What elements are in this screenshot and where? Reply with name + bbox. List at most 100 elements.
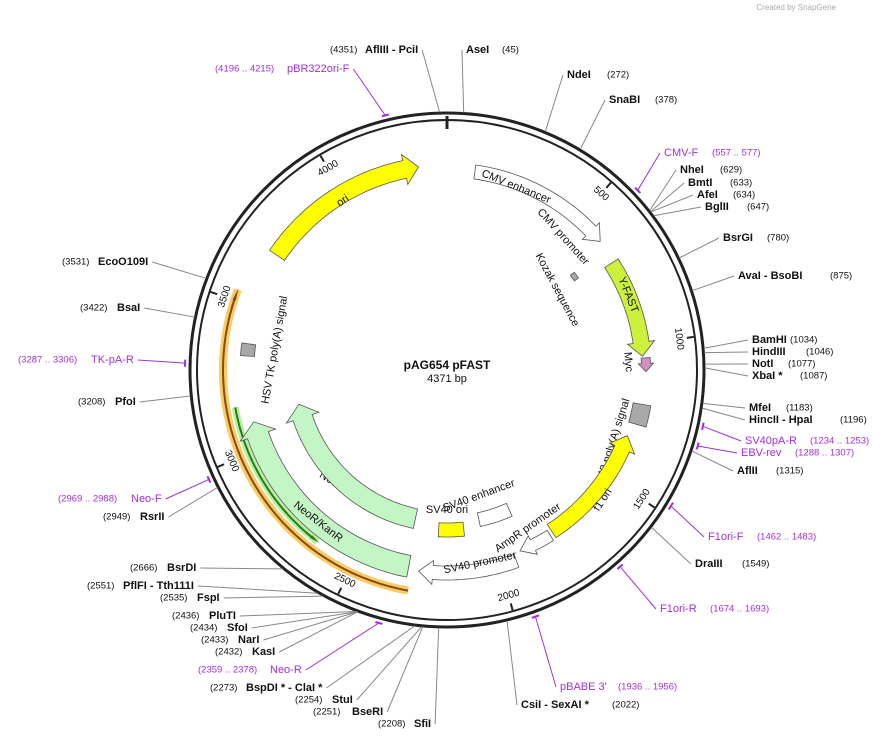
primer-position: (1936 .. 1956) bbox=[618, 682, 677, 693]
enzyme-leader bbox=[651, 526, 692, 565]
enzyme-leader bbox=[239, 610, 357, 617]
enzyme-leader bbox=[702, 402, 746, 409]
enzyme-position: (1196) bbox=[840, 415, 867, 426]
enzyme-name: SfiI bbox=[414, 718, 431, 730]
enzyme-position: (2436) bbox=[172, 611, 199, 622]
enzyme-name: EcoO109I bbox=[98, 256, 148, 268]
enzyme-leader bbox=[279, 611, 358, 653]
enzyme-name: CsiI - SexAI * bbox=[521, 699, 590, 711]
feature-shape bbox=[546, 435, 636, 539]
feature-shape bbox=[519, 529, 555, 555]
primer-leader bbox=[534, 616, 557, 688]
enzyme-leader bbox=[692, 275, 735, 292]
ruler-tick bbox=[686, 335, 694, 339]
ruler-tick bbox=[337, 587, 343, 595]
enzyme-position: (2551) bbox=[87, 581, 114, 592]
enzyme-leader bbox=[704, 367, 749, 377]
primer-name: EBV-rev bbox=[741, 447, 782, 459]
primer-leader bbox=[702, 425, 742, 442]
ruler-tick bbox=[210, 291, 218, 296]
enzyme-name: FspI bbox=[197, 592, 220, 604]
enzyme-name: MfeI bbox=[749, 402, 771, 414]
enzyme-name: HincII - HpaI bbox=[749, 414, 813, 426]
feature-label: Kozak sequence bbox=[533, 251, 582, 328]
enzyme-leader bbox=[197, 585, 318, 594]
enzyme-leader bbox=[702, 407, 746, 421]
primer-position: (2359 .. 2378) bbox=[198, 665, 257, 676]
enzyme-position: (1077) bbox=[788, 359, 815, 370]
enzyme-leader bbox=[223, 595, 323, 599]
primer-mark bbox=[374, 621, 384, 625]
primer-position: (4196 .. 4215) bbox=[215, 64, 274, 75]
orf-head bbox=[230, 287, 239, 309]
primer-mark bbox=[668, 502, 674, 511]
feature-label: ori bbox=[334, 192, 351, 209]
feature-shape bbox=[418, 553, 520, 586]
enzyme-position: (647) bbox=[747, 202, 769, 213]
enzyme-name: BsaI bbox=[117, 302, 140, 314]
enzyme-name: BglII bbox=[705, 201, 729, 213]
enzyme-name: NotI bbox=[752, 358, 773, 370]
enzyme-leader bbox=[679, 237, 720, 259]
enzyme-name: AseI bbox=[466, 44, 489, 56]
enzyme-name: BspDI * - ClaI * bbox=[246, 682, 323, 694]
backbone-outer bbox=[188, 111, 706, 629]
primer-leader bbox=[670, 505, 705, 538]
plasmid-name: pAG654 pFAST bbox=[404, 358, 491, 372]
enzyme-leader bbox=[263, 611, 358, 641]
ruler-tick bbox=[217, 463, 225, 468]
enzyme-position: (2433) bbox=[201, 635, 228, 646]
enzyme-name: PflFI - Tth111I bbox=[123, 580, 194, 592]
feature-shape bbox=[240, 342, 257, 357]
enzyme-name: NarI bbox=[238, 634, 259, 646]
feature-label: Myc bbox=[621, 351, 635, 373]
enzyme-name: KasI bbox=[252, 646, 275, 658]
feature-label: HSV TK poly(A) signal bbox=[260, 295, 291, 405]
enzyme-position: (629) bbox=[720, 165, 742, 176]
watermark: Created by SnapGene bbox=[756, 3, 836, 12]
enzyme-leader bbox=[544, 74, 564, 132]
enzyme-position: (780) bbox=[767, 233, 789, 244]
feature-label: SV40 ori bbox=[426, 504, 468, 516]
enzyme-position: (378) bbox=[655, 95, 677, 106]
enzyme-leader bbox=[650, 182, 685, 213]
enzyme-position: (45) bbox=[502, 45, 519, 56]
enzyme-position: (2434) bbox=[190, 623, 217, 634]
enzyme-name: PfoI bbox=[115, 396, 136, 408]
enzyme-leader bbox=[139, 395, 191, 403]
primer-name: pBR322ori-F bbox=[287, 63, 350, 75]
enzyme-position: (2022) bbox=[612, 700, 639, 711]
primer-name: Neo-R bbox=[270, 664, 302, 676]
enzyme-position: (2208) bbox=[378, 719, 405, 730]
enzyme-leader bbox=[356, 626, 423, 701]
enzyme-position: (633) bbox=[730, 178, 752, 189]
primer-mark bbox=[701, 422, 705, 431]
enzyme-name: XbaI * bbox=[752, 370, 783, 382]
primer-mark bbox=[634, 186, 642, 194]
enzyme-leader bbox=[579, 99, 606, 150]
enzyme-name: NdeI bbox=[567, 69, 591, 81]
primer-mark bbox=[381, 113, 389, 118]
enzyme-name: BsrGI bbox=[723, 232, 753, 244]
enzyme-name: StuI bbox=[332, 694, 353, 706]
primer-position: (2969 .. 2988) bbox=[58, 494, 117, 505]
ruler-tick bbox=[319, 155, 325, 163]
enzyme-position: (2273) bbox=[210, 683, 237, 694]
enzyme-name: AvaI - BsoBI bbox=[738, 270, 802, 282]
feature-shape bbox=[476, 502, 513, 527]
enzyme-leader bbox=[703, 339, 749, 349]
enzyme-leader bbox=[151, 261, 206, 279]
enzyme-position: (2666) bbox=[130, 563, 157, 574]
enzyme-position: (3208) bbox=[78, 397, 105, 408]
primer-name: F1ori-R bbox=[660, 603, 697, 615]
primer-position: (557 .. 577) bbox=[712, 148, 761, 159]
enzyme-leader bbox=[386, 626, 424, 713]
primer-position: (1462 .. 1483) bbox=[757, 532, 816, 543]
enzyme-name: PluTI bbox=[209, 610, 236, 622]
primer-position: (1288 .. 1307) bbox=[795, 448, 854, 459]
primer-leader bbox=[352, 68, 386, 116]
enzyme-name: HindIII bbox=[752, 346, 786, 358]
enzyme-name: DraIII bbox=[695, 558, 723, 570]
primer-mark bbox=[616, 563, 624, 570]
enzyme-name: BamHI bbox=[752, 334, 787, 346]
